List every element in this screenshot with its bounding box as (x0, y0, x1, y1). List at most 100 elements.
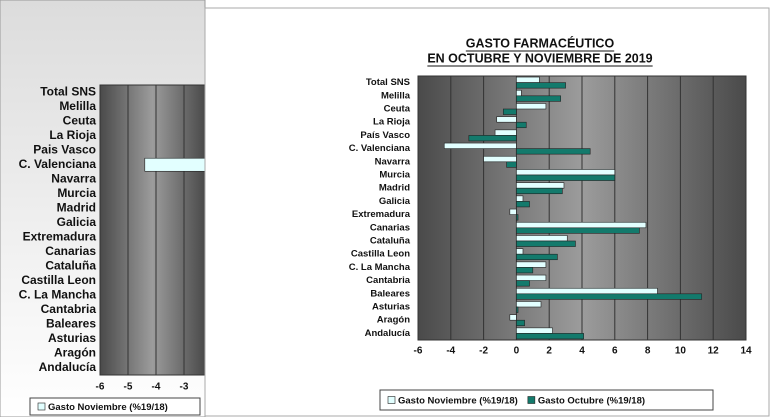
x-tick-label: -5 (124, 382, 133, 393)
category-label: Cataluña (370, 236, 411, 247)
x-tick-label: 12 (708, 346, 720, 357)
category-label: Baleares (370, 288, 410, 299)
legend-swatch (527, 396, 536, 404)
x-tick-label: 10 (675, 346, 687, 357)
x-tick-label: -6 (414, 346, 423, 357)
category-label: Total SNS (40, 84, 96, 98)
category-label: Canarias (370, 222, 410, 233)
category-label: Pais Vasco (33, 142, 96, 156)
category-label: C. Valenciana (349, 143, 411, 154)
category-label: C. Valenciana (19, 157, 97, 171)
category-label: Melilla (381, 90, 411, 101)
category-label: Navarra (375, 156, 411, 167)
front-chart: -6 -4 -2 0 2 4 6 8 10 12 14 Total SNS Melilla Ceuta La… (349, 35, 752, 411)
bar (516, 82, 566, 89)
category-label: La Rioja (373, 117, 411, 128)
plot-area (99, 84, 205, 376)
bar (516, 169, 616, 176)
category-label: Aragón (54, 345, 96, 359)
category-label: Navarra (51, 171, 96, 185)
bar (516, 327, 553, 334)
bar (516, 280, 530, 287)
bar (516, 174, 616, 181)
x-tick-label: -2 (479, 346, 488, 357)
category-label: La Rioja (49, 128, 96, 142)
bar (483, 155, 517, 163)
x-tick-label: -4 (446, 346, 455, 357)
bar (509, 208, 517, 215)
legend-label: Gasto Noviembre (%19/18) (48, 402, 168, 413)
bar (509, 314, 517, 321)
category-label: Castilla Leon (351, 249, 410, 260)
category-label: Baleares (46, 316, 96, 330)
legend-label: Gasto Noviembre (%19/18) (398, 396, 518, 407)
category-label: C. La Mancha (349, 262, 411, 273)
bar (516, 195, 524, 202)
category-label: Total SNS (366, 77, 410, 88)
bar (516, 287, 658, 295)
bar (516, 261, 547, 268)
legend-box (379, 389, 714, 411)
x-tick-label: 8 (645, 346, 651, 357)
bar (516, 293, 703, 300)
bar (516, 301, 542, 308)
legend-swatch (387, 396, 396, 404)
category-label: Ceuta (63, 113, 97, 127)
bar (516, 248, 524, 255)
x-tick-label: -4 (152, 382, 161, 393)
category-label: Andalucía (365, 328, 411, 339)
category-label: Galicia (379, 196, 411, 207)
category-label: Ceuta (384, 104, 411, 115)
bar (516, 95, 561, 102)
bar (516, 148, 591, 155)
category-label: Aragón (377, 315, 410, 326)
x-tick-label: 2 (546, 346, 552, 357)
x-tick-label: 14 (740, 346, 752, 357)
category-label: C. La Mancha (19, 287, 97, 301)
bar (516, 76, 540, 83)
category-label: Asturias (48, 331, 96, 345)
category-label: Melilla (59, 99, 96, 113)
bar (516, 235, 568, 242)
x-tick-label: -3 (180, 382, 189, 393)
category-label: Andalucía (39, 360, 97, 374)
bar (516, 214, 519, 221)
chart-title: GASTO FARMACÉUTICO (466, 35, 615, 50)
bar (516, 240, 576, 247)
category-label: Galicia (57, 215, 97, 229)
category-label: Madrid (379, 183, 410, 194)
x-tick-label: -6 (96, 382, 105, 393)
bar (516, 227, 640, 234)
x-tick-label: 6 (612, 346, 618, 357)
bar (468, 135, 517, 142)
category-label: País Vasco (360, 130, 410, 141)
category-label: Extremadura (23, 229, 97, 243)
category-label: Extremadura (352, 209, 411, 220)
bar (516, 103, 547, 110)
bar (516, 182, 565, 189)
bar (516, 201, 530, 208)
bar (516, 333, 584, 340)
category-label: Canarias (45, 244, 96, 258)
legend-swatch (37, 402, 46, 411)
bar (516, 319, 525, 327)
x-tick-label: 0 (514, 346, 520, 357)
category-label: Castilla Leon (21, 273, 96, 287)
bar (502, 108, 517, 115)
bar (516, 267, 534, 274)
bar (506, 161, 517, 168)
legend-box (29, 397, 201, 416)
category-label: Cataluña (45, 258, 96, 272)
bar (516, 187, 563, 195)
bar (516, 274, 547, 281)
category-label: Asturias (372, 302, 410, 313)
x-tick-label: 4 (579, 346, 585, 357)
bar (516, 306, 519, 313)
category-label: Murcia (379, 170, 410, 181)
category-label: Cantabria (366, 275, 411, 286)
legend-label: Gasto Octubre (%19/18) (538, 396, 645, 407)
bar (494, 129, 517, 136)
category-label: Murcia (57, 186, 96, 200)
